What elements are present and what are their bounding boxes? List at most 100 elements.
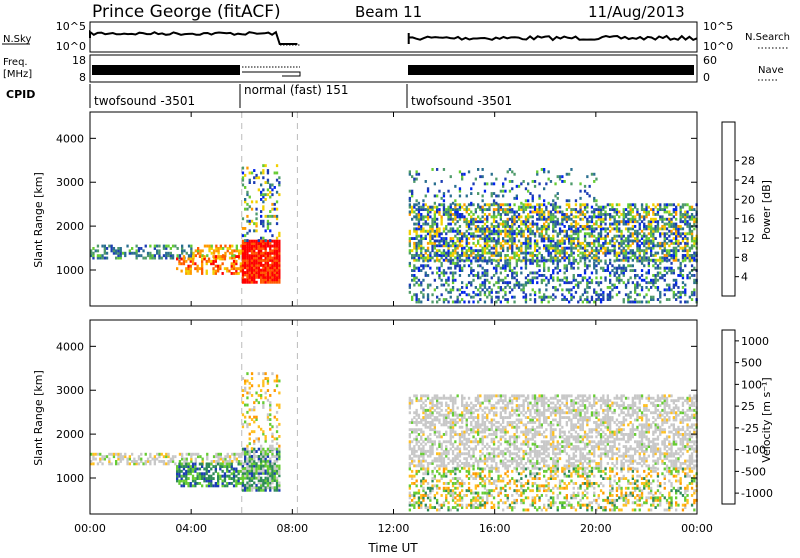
heatmap-cell [538,203,540,206]
heatmap-cell [595,178,597,181]
heatmap-cell [450,267,452,270]
heatmap-cell [495,291,497,294]
heatmap-cell [187,463,189,466]
heatmap-cell [183,472,185,475]
heatmap-cell [212,472,214,475]
heatmap-cell [511,288,513,291]
heatmap-cell [497,195,499,198]
heatmap-cell [614,235,616,238]
heatmap-cell [643,249,645,252]
heatmap-cell [591,232,593,235]
heatmap-cell [441,284,443,287]
heatmap-cell [491,173,493,176]
y-tick-label: 3000 [56,176,84,189]
heatmap-cell [566,252,568,255]
heatmap-cell [269,281,271,284]
heatmap-cell [634,274,636,277]
heatmap-cell [661,225,663,228]
heatmap-cell [251,384,253,387]
heatmap-cell [231,262,233,265]
heatmap-cell [463,443,465,446]
heatmap-cell [477,203,479,206]
heatmap-cell [582,247,584,250]
heatmap-cell [278,404,280,407]
heatmap-cell [661,249,663,252]
heatmap-cell [99,254,101,257]
heatmap-cell [520,182,522,185]
heatmap-cell [228,463,230,466]
heatmap-cell [620,267,622,270]
heatmap-cell [269,489,271,492]
heatmap-cell [416,276,418,279]
heatmap-cell [611,269,613,272]
heatmap-cell [600,249,602,252]
heatmap-cell [486,274,488,277]
heatmap-cell [138,254,140,257]
heatmap-cell [276,172,278,175]
heatmap-cell [477,394,479,397]
heatmap-cell [255,462,257,465]
heatmap-cell [661,274,663,277]
heatmap-cell [459,232,461,235]
heatmap-cell [545,284,547,287]
heatmap-cell [675,247,677,250]
heatmap-cell [441,272,443,275]
heatmap-cell [538,195,540,198]
heatmap-cell [156,458,158,461]
heatmap-cell [427,409,429,412]
heatmap-cell [271,193,273,196]
heatmap-cell [538,269,540,272]
heatmap-cell [271,249,273,252]
heatmap-cell [187,265,189,268]
heatmap-cell [620,259,622,262]
heatmap-cell [630,240,632,243]
heatmap-cell [416,208,418,211]
heatmap-cell [491,223,493,226]
heatmap-cell [138,455,140,458]
heatmap-cell [472,426,474,429]
heatmap-cell [265,489,267,492]
heatmap-cell [670,267,672,270]
heatmap-cell [258,470,260,473]
heatmap-cell [276,240,278,243]
heatmap-cell [206,463,208,466]
heatmap-cell [541,254,543,257]
heatmap-cell [493,225,495,228]
heatmap-cell [595,215,597,218]
heatmap-cell [246,411,248,414]
heatmap-cell [513,230,515,233]
heatmap-cell [427,394,429,397]
heatmap-cell [520,220,522,223]
heatmap-cell [413,227,415,230]
heatmap-cell [566,203,568,206]
heatmap-cell [589,215,591,218]
heatmap-cell [271,184,273,187]
heatmap-cell [598,206,600,209]
heatmap-cell [529,203,531,206]
heatmap-cell [152,254,154,257]
heatmap-cell [418,298,420,301]
heatmap-cell [429,407,431,410]
heatmap-cell [222,262,224,265]
heatmap-cell [190,465,192,468]
heatmap-cell [271,486,273,489]
heatmap-cell [657,298,659,301]
heatmap-cell [518,232,520,235]
heatmap-cell [484,301,486,304]
heatmap-cell [416,440,418,443]
heatmap-cell [680,232,682,235]
heatmap-cell [614,242,616,245]
heatmap-cell [447,462,449,465]
heatmap-cell [507,298,509,301]
heatmap-cell [438,407,440,410]
heatmap-cell [276,179,278,182]
heatmap-cell [278,193,280,196]
heatmap-cell [491,438,493,441]
heatmap-cell [545,249,547,252]
heatmap-cell [532,211,534,214]
heatmap-cell [516,227,518,230]
heatmap-cell [584,225,586,228]
heatmap-cell [543,262,545,265]
heatmap-cell [577,211,579,214]
heatmap-cell [680,262,682,265]
